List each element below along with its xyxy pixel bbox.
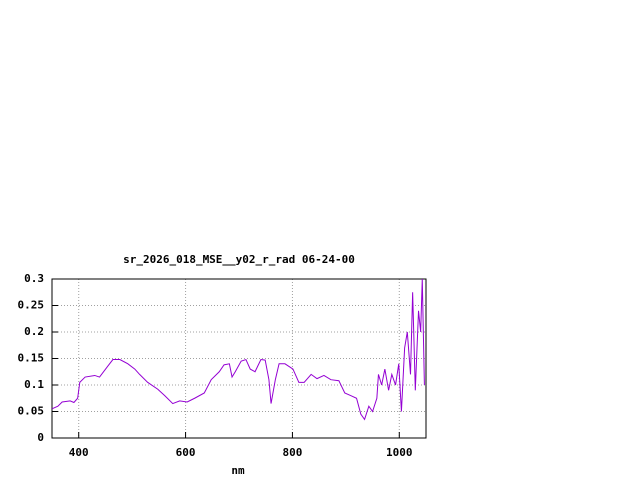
y-tick-label: 0.2	[24, 325, 44, 338]
y-tick-label: 0	[37, 431, 44, 444]
y-tick-label: 0.3	[24, 272, 44, 285]
x-axis-label: nm	[231, 464, 245, 477]
data-line	[51, 278, 425, 421]
y-tick-label: 0.25	[18, 299, 45, 312]
x-tick-label: 600	[176, 446, 196, 459]
y-tick-label: 0.15	[18, 352, 45, 365]
x-tick-label: 1000	[386, 446, 413, 459]
y-tick-label: 0.1	[24, 378, 44, 391]
x-tick-label: 400	[69, 446, 89, 459]
x-tick-label: 800	[282, 446, 302, 459]
chart-title: sr_2026_018_MSE__y02_r_rad 06-24-00	[123, 253, 355, 266]
plot-border	[51, 278, 427, 439]
y-tick-label: 0.05	[18, 405, 45, 418]
